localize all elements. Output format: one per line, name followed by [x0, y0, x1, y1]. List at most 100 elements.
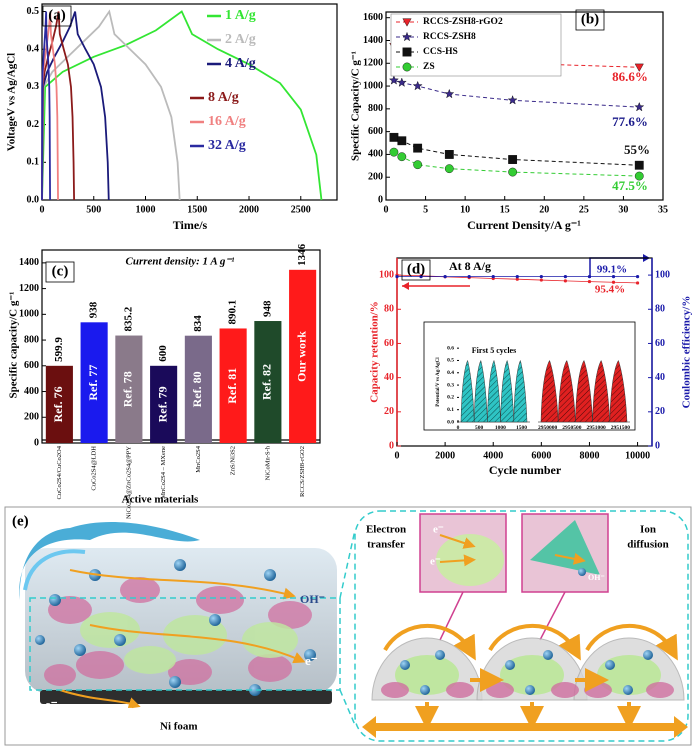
bar-label: Ref. 79: [155, 386, 169, 422]
value-label: 938: [88, 301, 100, 318]
chart-title: At 8 A/g: [449, 259, 491, 273]
y-tick-label: 20: [655, 406, 665, 417]
value-label: 835.2: [122, 306, 134, 331]
value-label: 1346: [296, 243, 308, 266]
y-tick-label: 0.3: [27, 81, 40, 92]
legend-label: 32 A/g: [208, 138, 246, 153]
legend-label: CCS-HS: [423, 47, 458, 57]
y-tick-label: 0.6: [447, 345, 454, 351]
y-tick-label: 0: [34, 437, 39, 448]
inset-cycle: [557, 359, 576, 423]
diffusion-label: diffusion: [627, 539, 669, 551]
electron-label: e⁻: [305, 653, 318, 668]
inset-cycle: [609, 359, 628, 423]
y-tick-label: 0.5: [447, 358, 454, 364]
marker: [611, 280, 616, 284]
annotation: 47.5%: [612, 178, 648, 193]
y-tick-label: 40: [384, 372, 394, 383]
x-tick-label: 500: [86, 204, 101, 215]
value-label: 600: [157, 345, 169, 362]
marker: [611, 275, 616, 279]
x-tick-label: 2951500: [611, 425, 631, 431]
y-tick-label: 1000: [19, 309, 39, 320]
x-tick-label: 2000: [435, 450, 455, 461]
y-tick-label: 400: [24, 386, 39, 397]
marker: [635, 281, 640, 285]
annotation: 95.4%: [595, 284, 625, 296]
value-label: 948: [261, 300, 273, 317]
series-line: [41, 11, 51, 201]
bar: [184, 335, 212, 443]
marker: [508, 167, 518, 177]
marker: [508, 155, 518, 164]
bar: [150, 365, 178, 443]
plot-frame: [41, 3, 338, 201]
x-tick-label: NiCo2S4@ZnCo2S4@PPY: [125, 446, 132, 519]
electron-label: e⁻: [120, 703, 133, 718]
y-tick-label: 1200: [19, 283, 39, 294]
electron-label: e⁻: [45, 697, 58, 712]
marker: [634, 160, 644, 170]
panel-label: (c): [52, 263, 69, 279]
inset-cycle: [540, 359, 559, 423]
inset-cycle: [460, 359, 475, 423]
y-axis-label: Specific capacity/C g⁻¹: [8, 292, 20, 399]
panel-label-box: [575, 9, 605, 31]
panel-label: (d): [407, 261, 425, 277]
x-axis-label: Current Density/A g⁻¹: [467, 218, 581, 232]
bar: [115, 335, 143, 443]
y-tick-label: 600: [368, 126, 383, 137]
legend-box: [390, 13, 562, 77]
y-axis-label: Specific Capacity/C g⁻¹: [350, 51, 362, 161]
y-tick-label: 80: [655, 304, 665, 315]
electron-label: e⁻: [433, 524, 444, 536]
x-tick-label: 2000: [239, 204, 259, 215]
marker: [587, 279, 592, 284]
inset-title: Last 5 cycles: [562, 346, 605, 355]
marker: [413, 160, 423, 170]
x-tick-label: 1000: [136, 204, 156, 215]
value-label: 890.1: [227, 300, 239, 325]
x-tick-label: 6000: [531, 450, 551, 461]
x-tick-label: NiCoMn-S-h: [264, 445, 271, 480]
panel-label: (e): [12, 513, 29, 529]
marker: [402, 18, 412, 27]
marker: [634, 101, 645, 112]
inset-y-label: Potential/V vs Ag/AgCl: [436, 357, 441, 407]
y-tick-label: 1400: [363, 35, 383, 46]
marker: [389, 147, 399, 157]
marker: [563, 275, 567, 279]
y-tick-label: 0: [389, 440, 394, 451]
x-axis-label: Time/s: [173, 218, 208, 232]
x-tick-label: 0: [395, 450, 400, 461]
legend-label: 4 A/g: [225, 56, 256, 71]
x-tick-label: 20: [539, 204, 549, 215]
x-tick-label: MnCo2S4 – MXene: [160, 446, 167, 499]
x-axis-label: Cycle number: [489, 463, 562, 477]
marker: [397, 136, 407, 146]
inset-cycle: [592, 359, 611, 423]
bar: [289, 269, 317, 443]
y-tick-label: 0.1: [447, 407, 454, 413]
bar: [219, 328, 247, 443]
y-tick-label: 0: [655, 440, 660, 451]
marker: [635, 275, 640, 279]
x-tick-label: 1500: [187, 204, 207, 215]
transfer-label: transfer: [367, 539, 405, 551]
marker: [444, 164, 454, 174]
x-tick-label: 10000: [625, 450, 650, 461]
marker: [412, 80, 423, 91]
y-tick-label: 0.3: [447, 382, 454, 388]
marker: [395, 275, 399, 279]
y-tick-label: 80: [384, 304, 394, 315]
inset-cycle: [500, 359, 515, 423]
diffusion-label: Ion: [640, 524, 656, 536]
x-tick-label: 4000: [483, 450, 503, 461]
transfer-label: Electron: [366, 524, 406, 536]
chart-title: Current density: 1 A g⁻¹: [126, 256, 235, 268]
x-tick-label: 2950000: [538, 425, 558, 431]
y-tick-label: 200: [368, 172, 383, 183]
y-tick-label: 60: [655, 338, 665, 349]
marker: [413, 143, 423, 153]
